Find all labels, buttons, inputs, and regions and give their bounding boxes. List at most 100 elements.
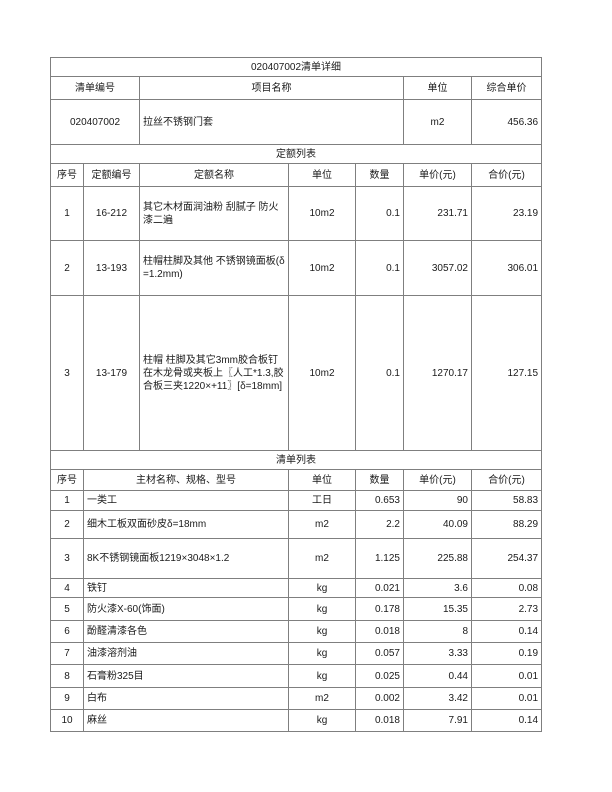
material-unit-cell: m2 [288,538,356,579]
summary-header-name: 项目名称 [139,76,404,100]
material-no-cell: 4 [50,578,84,598]
table-row: 1 一类工 工日 0.653 90 58.83 [50,490,543,511]
material-no-cell: 8 [50,664,84,688]
material-price-cell: 3.6 [403,578,472,598]
material-name-cell: 麻丝 [83,709,289,732]
material-unit-cell: kg [288,664,356,688]
table-row: 2 细木工板双面砂皮δ=18mm m2 2.2 40.09 88.29 [50,510,543,539]
material-qty-cell: 0.018 [355,620,404,643]
material-price-cell: 8 [403,620,472,643]
quota-no-cell: 3 [50,295,84,451]
table-row: 10 麻丝 kg 0.018 7.91 0.14 [50,709,543,732]
quota-header-no: 序号 [50,163,84,187]
material-price-cell: 90 [403,490,472,511]
material-price-cell: 7.91 [403,709,472,732]
quota-name-cell: 柱帽 柱脚及其它3mm胶合板钉在木龙骨或夹板上〖人工*1.3,胶合板三夹1220… [139,295,289,451]
material-price-cell: 15.35 [403,597,472,621]
quota-code-cell: 16-212 [83,186,140,241]
material-price-cell: 3.33 [403,642,472,665]
material-total-cell: 0.19 [470,642,543,665]
material-total-cell: 0.14 [470,620,543,643]
material-qty-cell: 0.653 [355,490,404,511]
material-qty-cell: 0.021 [355,578,404,598]
summary-header-unit: 单位 [403,76,472,100]
material-qty-cell: 0.057 [355,642,404,665]
material-no-cell: 7 [50,642,84,665]
summary-name-cell: 拉丝不锈钢门套 [139,99,404,145]
material-name-cell: 酚醛清漆各色 [83,620,289,643]
table-row: 1 16-212 其它木材面润油粉 刮腻子 防火漆二遍 10m2 0.1 231… [50,186,543,241]
table-row: 序号 主材名称、规格、型号 单位 数量 单价(元) 合价(元) [50,469,543,491]
materials-section-title: 清单列表 [49,450,543,470]
material-no-cell: 9 [50,687,84,710]
table-row: 7 油漆溶剂油 kg 0.057 3.33 0.19 [50,642,543,665]
material-qty-cell: 2.2 [355,510,404,539]
material-unit-cell: m2 [288,510,356,539]
cost-detail-sheet: 020407002清单详细 清单编号 项目名称 单位 综合单价 02040700… [49,57,543,732]
material-name-cell: 白布 [83,687,289,710]
material-price-cell: 225.88 [403,538,472,579]
material-no-cell: 2 [50,510,84,539]
material-no-cell: 3 [50,538,84,579]
quota-total-cell: 23.19 [470,186,543,241]
material-qty-cell: 1.125 [355,538,404,579]
material-qty-cell: 0.025 [355,664,404,688]
quota-header-unit: 单位 [288,163,356,187]
table-row: 8 石膏粉325目 kg 0.025 0.44 0.01 [50,664,543,688]
table-row: 9 白布 m2 0.002 3.42 0.01 [50,687,543,710]
material-no-cell: 6 [50,620,84,643]
quota-header-qty: 数量 [355,163,404,187]
table-row: 5 防火漆X-60(饰面) kg 0.178 15.35 2.73 [50,597,543,621]
table-row: 3 13-179 柱帽 柱脚及其它3mm胶合板钉在木龙骨或夹板上〖人工*1.3,… [50,295,543,451]
material-name-cell: 8K不锈钢镜面板1219×3048×1.2 [83,538,289,579]
material-price-cell: 3.42 [403,687,472,710]
quota-unit-cell: 10m2 [288,295,356,451]
material-qty-cell: 0.002 [355,687,404,710]
summary-unit-cell: m2 [403,99,472,145]
material-no-cell: 1 [50,490,84,511]
quota-qty-cell: 0.1 [355,240,404,296]
quota-unit-cell: 10m2 [288,186,356,241]
material-total-cell: 0.14 [470,709,543,732]
quota-header-total: 合价(元) [470,163,543,187]
quota-code-cell: 13-193 [83,240,140,296]
doc-title: 020407002清单详细 [49,57,543,77]
material-total-cell: 0.01 [470,664,543,688]
material-name-cell: 防火漆X-60(饰面) [83,597,289,621]
table-row: 清单列表 [49,450,543,470]
quota-no-cell: 1 [50,186,84,241]
material-name-cell: 铁钉 [83,578,289,598]
material-qty-cell: 0.018 [355,709,404,732]
material-total-cell: 254.37 [470,538,543,579]
materials-header-name: 主材名称、规格、型号 [83,469,289,491]
materials-header-qty: 数量 [355,469,404,491]
material-price-cell: 40.09 [403,510,472,539]
table-row: 序号 定额编号 定额名称 单位 数量 单价(元) 合价(元) [50,163,543,187]
material-unit-cell: kg [288,709,356,732]
quota-price-cell: 231.71 [403,186,472,241]
materials-header-total: 合价(元) [470,469,543,491]
quota-name-cell: 柱帽柱脚及其他 不锈钢镜面板(δ=1.2mm) [139,240,289,296]
materials-header-price: 单价(元) [403,469,472,491]
quota-qty-cell: 0.1 [355,186,404,241]
quota-price-cell: 1270.17 [403,295,472,451]
materials-header-unit: 单位 [288,469,356,491]
material-qty-cell: 0.178 [355,597,404,621]
material-total-cell: 0.08 [470,578,543,598]
material-total-cell: 2.73 [470,597,543,621]
quota-section-title: 定额列表 [49,144,543,164]
material-no-cell: 5 [50,597,84,621]
quota-qty-cell: 0.1 [355,295,404,451]
quota-header-code: 定额编号 [83,163,140,187]
table-row: 020407002 拉丝不锈钢门套 m2 456.36 [50,99,543,145]
quota-name-cell: 其它木材面润油粉 刮腻子 防火漆二遍 [139,186,289,241]
material-unit-cell: kg [288,642,356,665]
quota-unit-cell: 10m2 [288,240,356,296]
material-unit-cell: 工日 [288,490,356,511]
material-name-cell: 油漆溶剂油 [83,642,289,665]
quota-code-cell: 13-179 [83,295,140,451]
summary-header-code: 清单编号 [50,76,140,100]
quota-total-cell: 306.01 [470,240,543,296]
table-row: 020407002清单详细 [49,57,543,77]
